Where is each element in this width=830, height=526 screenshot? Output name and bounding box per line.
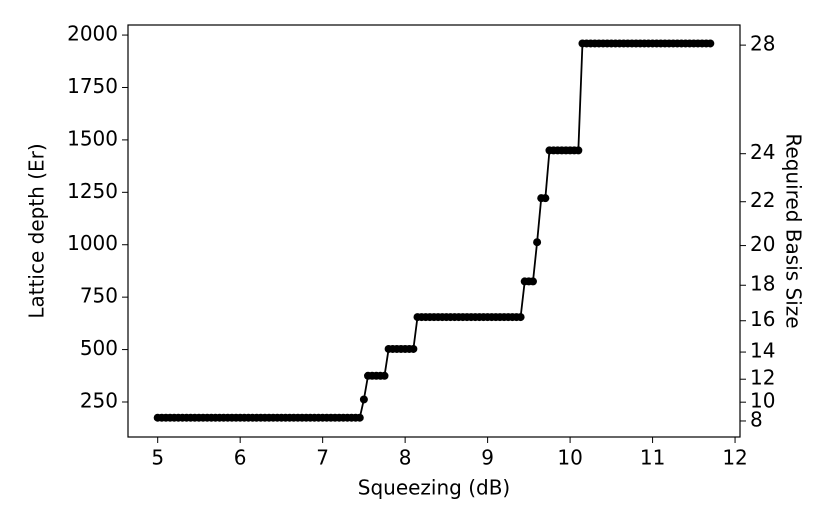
x-tick-label: 5 [151, 446, 164, 470]
y-tick-label: 1250 [67, 179, 118, 203]
y2-tick-label: 24 [750, 140, 775, 164]
y2-axis-label: Required Basis Size [782, 133, 806, 328]
data-point [541, 194, 550, 203]
data-point [409, 344, 418, 353]
data-point [533, 238, 542, 247]
data-point [706, 39, 715, 48]
y-tick-label: 1750 [67, 74, 118, 98]
y2-tick-label: 18 [750, 272, 775, 296]
x-tick-label: 6 [234, 446, 247, 470]
y-tick-label: 1500 [67, 126, 118, 150]
x-tick-label: 9 [481, 446, 494, 470]
data-point [355, 413, 364, 422]
y-tick-label: 500 [80, 336, 118, 360]
data-point [574, 146, 583, 155]
y2-tick-label: 8 [750, 407, 763, 431]
y-axis-label: Lattice depth (Er) [25, 143, 49, 318]
y-tick-label: 2000 [67, 22, 118, 46]
y2-tick-label: 12 [750, 366, 775, 390]
x-tick-label: 12 [722, 446, 747, 470]
y2-tick-label: 28 [750, 32, 775, 56]
x-axis-label: Squeezing (dB) [358, 476, 510, 500]
y2-tick-label: 10 [750, 389, 775, 413]
x-tick-label: 8 [399, 446, 412, 470]
x-tick-label: 11 [640, 446, 665, 470]
data-point [516, 313, 525, 322]
x-tick-label: 7 [316, 446, 329, 470]
y2-tick-label: 22 [750, 188, 775, 212]
x-tick-label: 10 [557, 446, 582, 470]
data-point [528, 277, 537, 286]
y-tick-label: 1000 [67, 231, 118, 255]
data-point [380, 371, 389, 380]
y2-tick-label: 14 [750, 339, 775, 363]
y-tick-label: 250 [80, 388, 118, 412]
y2-tick-label: 20 [750, 232, 775, 256]
plot-frame [127, 24, 741, 438]
y2-tick-label: 16 [750, 307, 775, 331]
data-line [157, 42, 711, 419]
y-tick-label: 750 [80, 284, 118, 308]
data-point [359, 395, 368, 404]
